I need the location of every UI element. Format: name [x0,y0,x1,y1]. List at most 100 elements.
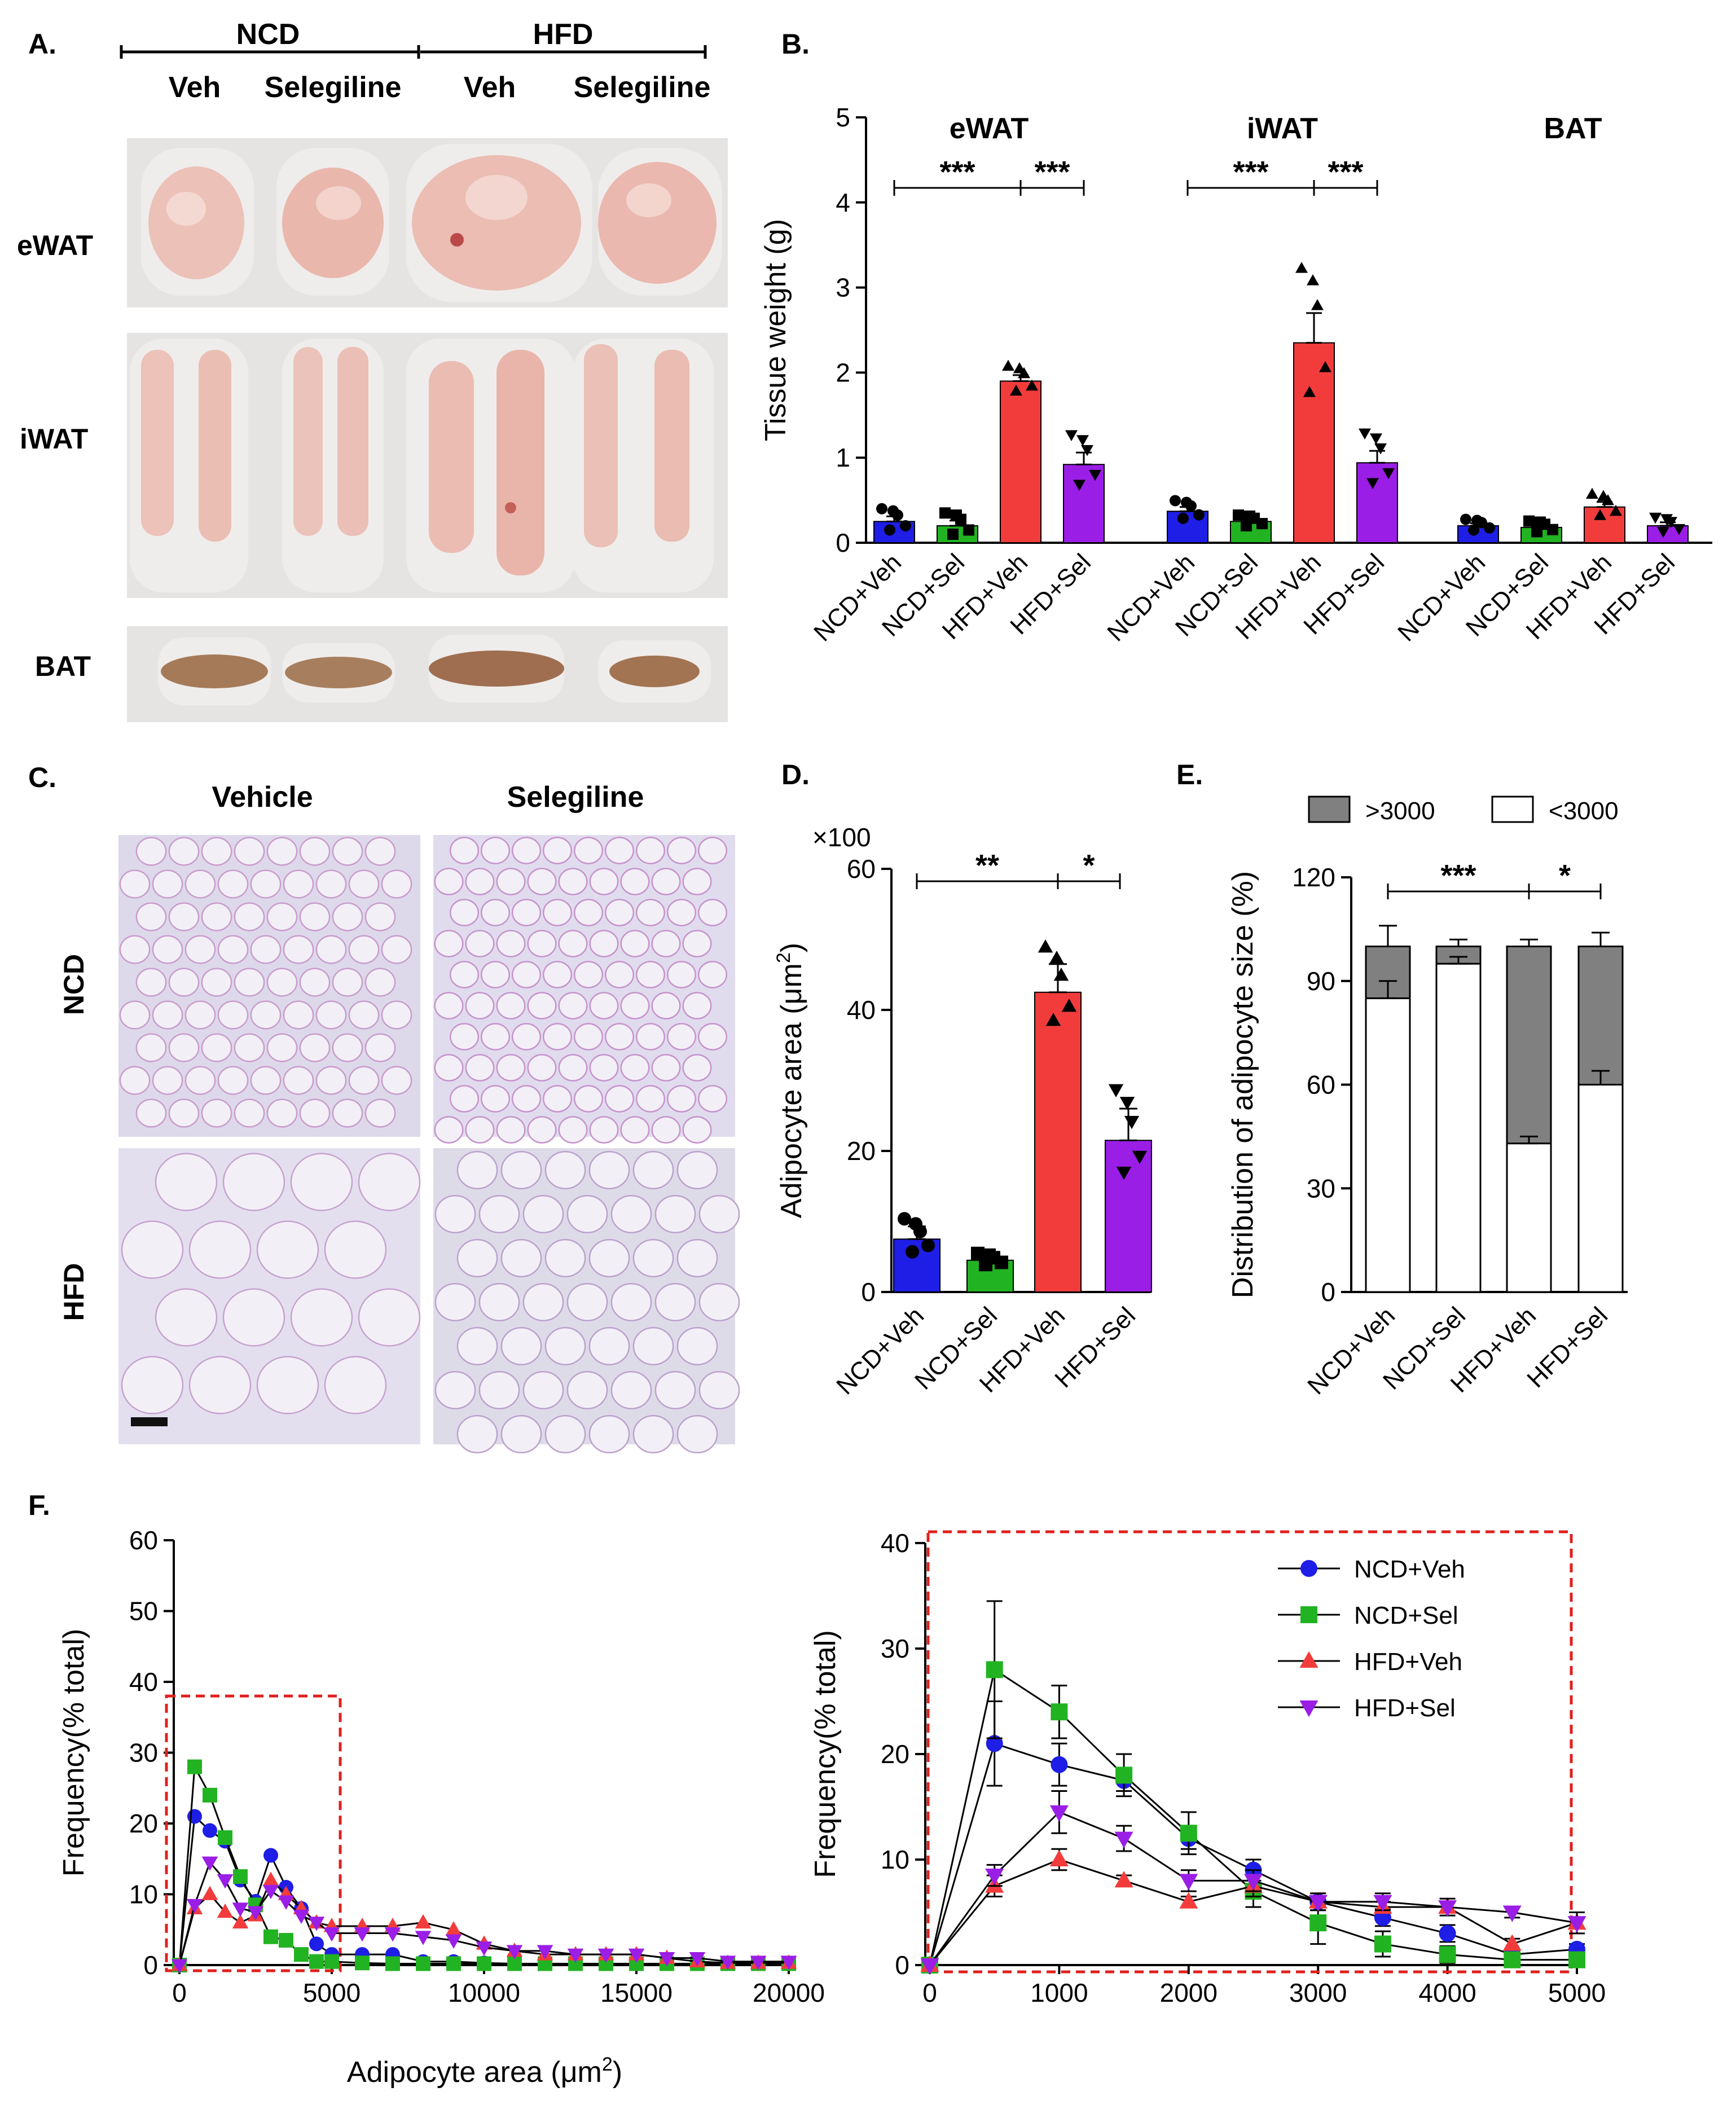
adipocyte-cell [512,899,541,926]
adipocyte-cell [478,1282,520,1322]
adipocyte-cell [434,1116,464,1144]
adipocyte-cell [266,1098,298,1128]
adipocyte-cell [119,935,151,964]
row-bat-label: BAT [35,651,91,682]
panel-f-point [262,1884,279,1900]
adipocyte-cell [234,837,265,866]
adipocyte-cell [168,968,200,997]
adipocyte-cell [250,935,282,964]
panel-b-y-tick-label: 3 [836,273,850,302]
adipocyte-cell [332,902,363,931]
adipocyte-cell [481,899,510,926]
adipocyte-cell [315,869,347,899]
panel-f-point [217,1903,234,1918]
adipocyte-cell [201,968,232,997]
panel-b-point [1311,299,1324,310]
panel-f-point [324,1954,339,1969]
panel-b-point [1256,518,1268,530]
panel-f-inset-point [986,1735,1003,1752]
adipocyte-cell [358,1288,421,1347]
adipocyte-cell [676,1326,718,1366]
panel-f-point [567,1948,584,1963]
panel-b-point [1065,430,1078,441]
adipocyte-cell [654,1370,696,1410]
adipocyte-cell [620,1054,650,1082]
adipocyte-cell [299,902,331,931]
panel-b-point [951,509,962,521]
adipocyte-cell [636,1023,665,1051]
adipocyte-cell [589,868,619,895]
panel-f-inset-legend-marker [1299,1700,1319,1717]
panel-f-point [354,1927,371,1942]
adipocyte-cell [465,868,495,895]
panel-f-point [201,1856,218,1871]
adipocyte-cell [682,868,712,895]
panel-f-inset-y-tick-label: 40 [881,1528,909,1558]
adipocyte-cell [450,961,479,988]
panel-f-inset-point [986,1661,1003,1678]
adipocyte-cell [588,1238,630,1278]
adipocyte-cell [381,935,412,964]
adipocyte-cell [222,1153,285,1211]
adipocyte-cell [119,869,151,899]
panel-f-point [445,1921,462,1936]
panel-b-point [1244,510,1255,522]
adipocyte-cell [667,899,696,926]
panel-f-y-tick-label: 20 [129,1809,158,1838]
panel-d-label: D. [781,759,810,790]
panel-b-point [1468,524,1479,536]
panel-e-label: E. [1176,759,1203,790]
panel-e-sig-label: * [1559,859,1571,893]
adipocyte-cell [283,1066,314,1095]
panel-f-point [537,1945,553,1959]
adipocyte-cell [152,935,183,964]
panel-d-point [1116,1166,1132,1180]
panel-b-y-label: Tissue weight (g) [759,219,792,441]
adipocyte-cell [543,837,572,864]
adipocyte-cell [527,1116,557,1144]
adipocyte-cell [234,1098,265,1128]
adipocyte-cell [121,1356,184,1414]
panel-e-y-tick-label: 30 [1307,1174,1335,1203]
panel-f-inset-point [1309,1914,1327,1932]
panel-f-x-tick-label: 5000 [303,1978,361,2007]
panel-b-point [1610,504,1622,516]
adipocyte-cell [250,869,282,899]
adipocyte-cell [155,1153,218,1211]
adipocyte-cell [522,1194,564,1234]
panel-f-inset-point [1567,1916,1586,1933]
panel-f-point [201,1886,218,1900]
panel-f-inset-y-tick-label: 10 [881,1845,909,1874]
panel-b-point [1660,514,1673,525]
bat-photo [127,626,728,722]
adipocyte-cell [527,992,557,1019]
adipocyte-cell [605,1085,634,1113]
adipocyte-cell [620,868,650,895]
adipocyte-cell [434,930,464,957]
panel-f-point [416,1956,430,1971]
adipocyte-cell [119,1066,151,1095]
panel-b-point [1586,487,1598,499]
panel-f-point [218,1830,232,1845]
panel-f-point [415,1931,432,1945]
row-hfd-label: HFD [58,1263,90,1321]
panel-e-legend-swatch-lt3000 [1491,796,1534,823]
panel-f-inset-y-tick-label: 0 [895,1950,909,1980]
panel-f-point [308,1917,325,1931]
panel-f-point [186,1899,203,1914]
panel-b-point [1366,478,1379,489]
panel-d-point [1053,967,1069,981]
panel-f-point [384,1927,401,1942]
adipocyte-cell [632,1238,674,1278]
adipocyte-cell [201,1033,232,1062]
adipocyte-cell [217,1066,249,1095]
panel-b-y-tick-label: 0 [836,528,850,557]
panel-b-point [1013,362,1026,373]
panel-e-y-tick-label: 90 [1307,966,1335,996]
adipocyte-cell [605,837,634,864]
panel-e-sig-label: *** [1440,859,1476,893]
panel-f-point [385,1956,400,1971]
panel-b-point [1177,512,1189,524]
panel-d-y-label-end: ) [775,943,808,952]
adipocyte-cell [698,837,727,864]
